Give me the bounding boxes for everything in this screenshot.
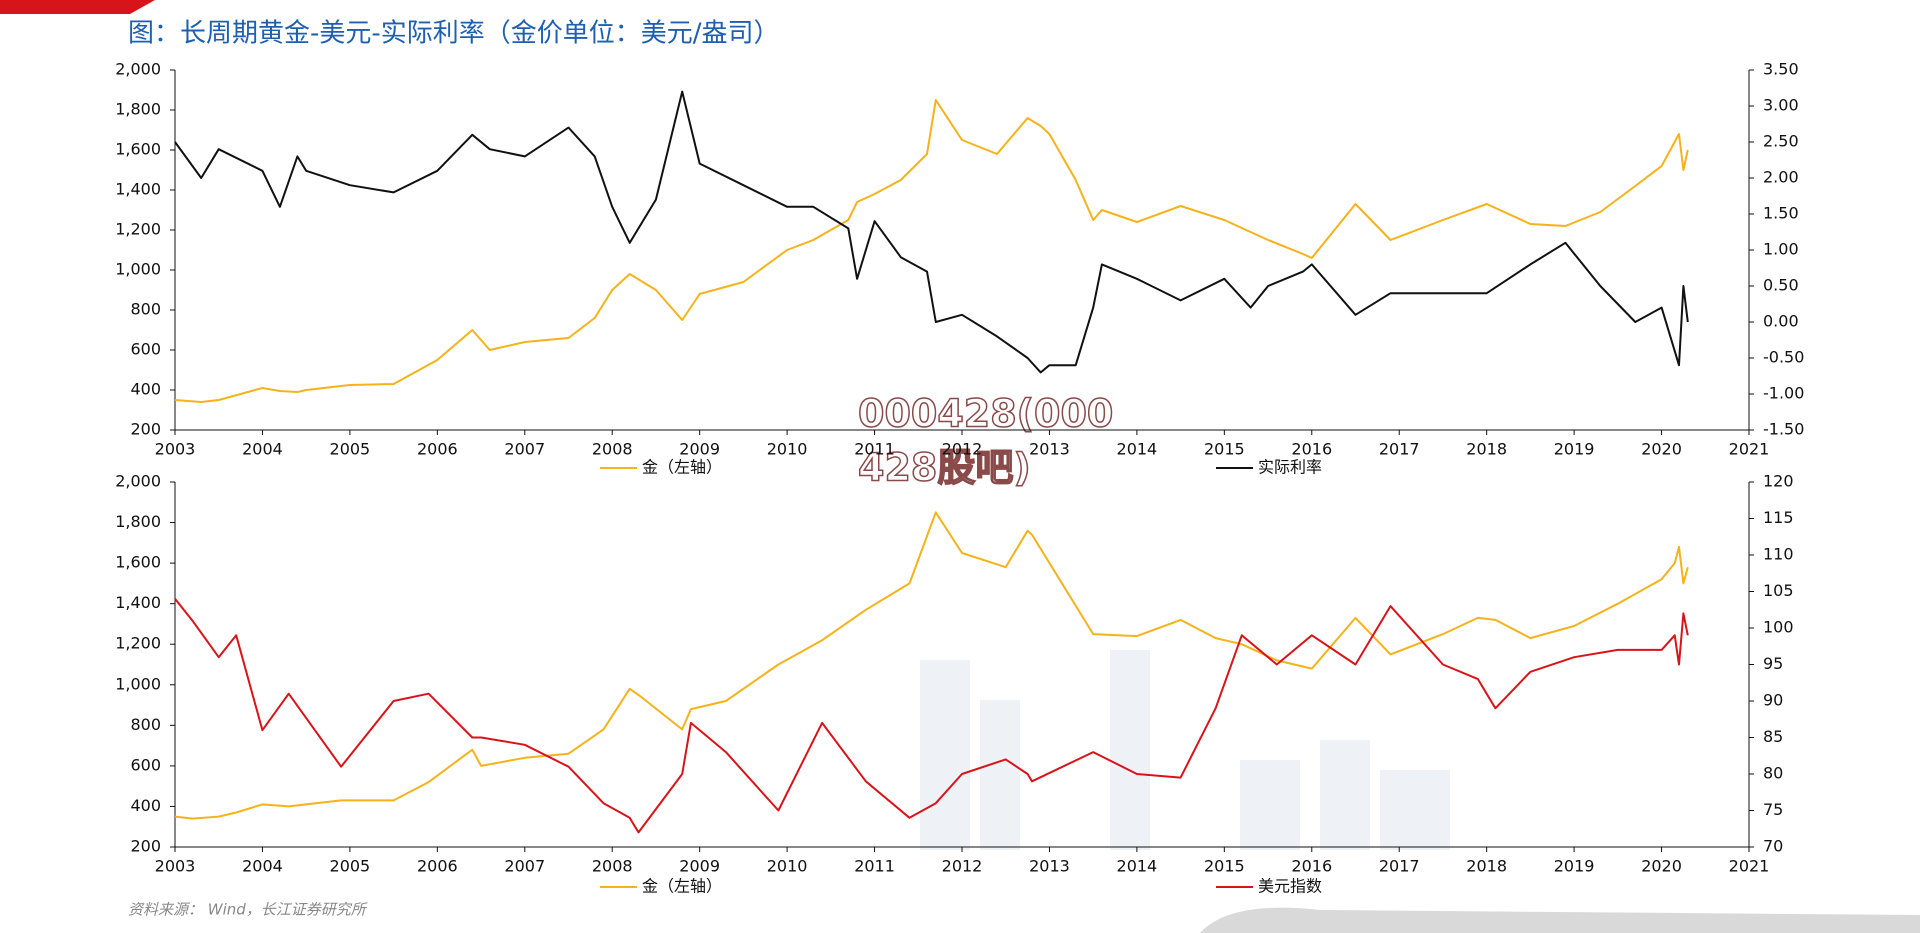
y2-tick-label: 70: [1763, 837, 1783, 856]
y-tick-label: 1,800: [115, 100, 161, 119]
corner-decoration: [0, 0, 155, 14]
series-line: [174, 511, 1689, 820]
y2-tick-label: 85: [1763, 727, 1783, 746]
y2-tick-label: 3.50: [1763, 60, 1799, 79]
x-tick-label: 2019: [1554, 857, 1595, 876]
x-tick-label: 2008: [592, 857, 633, 876]
x-tick-label: 2011: [854, 440, 895, 459]
x-tick-label: 2012: [942, 857, 983, 876]
x-tick-label: 2015: [1204, 440, 1245, 459]
x-tick-label: 2013: [1029, 440, 1070, 459]
x-tick-label: 2017: [1379, 857, 1420, 876]
x-tick-label: 2007: [504, 857, 545, 876]
y-tick-label: 1,400: [115, 593, 161, 612]
y-tick-label: 800: [130, 715, 161, 734]
y2-tick-label: 100: [1763, 618, 1794, 637]
y-tick-label: 600: [130, 755, 161, 774]
x-tick-label: 2019: [1554, 440, 1595, 459]
y2-tick-label: 2.50: [1763, 132, 1799, 151]
x-tick-label: 2005: [330, 857, 371, 876]
y2-tick-label: 1.00: [1763, 240, 1799, 259]
x-tick-label: 2006: [417, 857, 458, 876]
y2-tick-label: 75: [1763, 800, 1783, 819]
x-tick-label: 2020: [1641, 440, 1682, 459]
y2-tick-label: -0.50: [1763, 348, 1804, 367]
x-tick-label: 2018: [1466, 857, 1507, 876]
watermark: 428股吧): [858, 446, 1031, 490]
legend-label: 美元指数: [1258, 877, 1322, 896]
x-tick-label: 2003: [155, 857, 196, 876]
y-tick-label: 200: [130, 420, 161, 439]
y-tick-label: 400: [130, 380, 161, 399]
y-tick-label: 1,200: [115, 220, 161, 239]
y2-tick-label: 105: [1763, 581, 1794, 600]
x-tick-label: 2010: [767, 857, 808, 876]
corner-decoration: [1200, 907, 1920, 933]
y-tick-label: 800: [130, 300, 161, 319]
skyline-decoration: [920, 650, 1450, 850]
x-tick-label: 2017: [1379, 440, 1420, 459]
x-tick-label: 2012: [942, 440, 983, 459]
source-note: 资料来源： Wind，长江证券研究所: [128, 901, 368, 919]
x-tick-label: 2011: [854, 857, 895, 876]
y2-tick-label: 120: [1763, 472, 1794, 491]
y2-tick-label: -1.00: [1763, 384, 1804, 403]
x-tick-label: 2020: [1641, 857, 1682, 876]
y2-tick-label: 90: [1763, 691, 1783, 710]
y2-tick-label: 0.00: [1763, 312, 1799, 331]
y2-tick-label: 3.00: [1763, 96, 1799, 115]
series-line: [174, 99, 1689, 403]
x-tick-label: 2009: [679, 857, 720, 876]
x-tick-label: 2016: [1291, 440, 1332, 459]
watermark: 000428(000: [858, 392, 1113, 436]
y2-tick-label: 110: [1763, 545, 1794, 564]
y2-tick-label: 115: [1763, 508, 1794, 527]
x-tick-label: 2009: [679, 440, 720, 459]
y-tick-label: 600: [130, 340, 161, 359]
x-tick-label: 2004: [242, 440, 283, 459]
x-tick-label: 2006: [417, 440, 458, 459]
x-tick-label: 2005: [330, 440, 371, 459]
y-tick-label: 1,600: [115, 140, 161, 159]
x-tick-label: 2014: [1117, 440, 1158, 459]
legend-label: 实际利率: [1258, 458, 1322, 477]
x-tick-label: 2016: [1291, 857, 1332, 876]
x-tick-label: 2003: [155, 440, 196, 459]
x-tick-label: 2021: [1729, 440, 1770, 459]
series-line: [174, 90, 1689, 374]
y-tick-label: 2,000: [115, 60, 161, 79]
page-title: 图：长周期黄金-美元-实际利率（金价单位：美元/盎司）: [128, 19, 780, 49]
y-tick-label: 2,000: [115, 472, 161, 491]
x-tick-label: 2014: [1117, 857, 1158, 876]
y2-tick-label: -1.50: [1763, 420, 1804, 439]
x-tick-label: 2015: [1204, 857, 1245, 876]
x-tick-label: 2004: [242, 857, 283, 876]
y-tick-label: 1,600: [115, 553, 161, 572]
y-tick-label: 400: [130, 796, 161, 815]
series-line: [174, 598, 1689, 834]
y2-tick-label: 0.50: [1763, 276, 1799, 295]
y2-tick-label: 2.00: [1763, 168, 1799, 187]
x-tick-label: 2021: [1729, 857, 1770, 876]
y2-tick-label: 1.50: [1763, 204, 1799, 223]
y-tick-label: 1,200: [115, 634, 161, 653]
y2-tick-label: 95: [1763, 654, 1783, 673]
x-tick-label: 2010: [767, 440, 808, 459]
y-tick-label: 1,000: [115, 260, 161, 279]
y-tick-label: 1,400: [115, 180, 161, 199]
y2-tick-label: 80: [1763, 764, 1783, 783]
x-tick-label: 2007: [504, 440, 545, 459]
x-tick-label: 2018: [1466, 440, 1507, 459]
x-tick-label: 2013: [1029, 857, 1070, 876]
x-tick-label: 2008: [592, 440, 633, 459]
y-tick-label: 1,000: [115, 674, 161, 693]
y-tick-label: 200: [130, 837, 161, 856]
legend-label: 金（左轴）: [642, 458, 722, 477]
legend-label: 金（左轴）: [642, 877, 722, 896]
y-tick-label: 1,800: [115, 512, 161, 531]
